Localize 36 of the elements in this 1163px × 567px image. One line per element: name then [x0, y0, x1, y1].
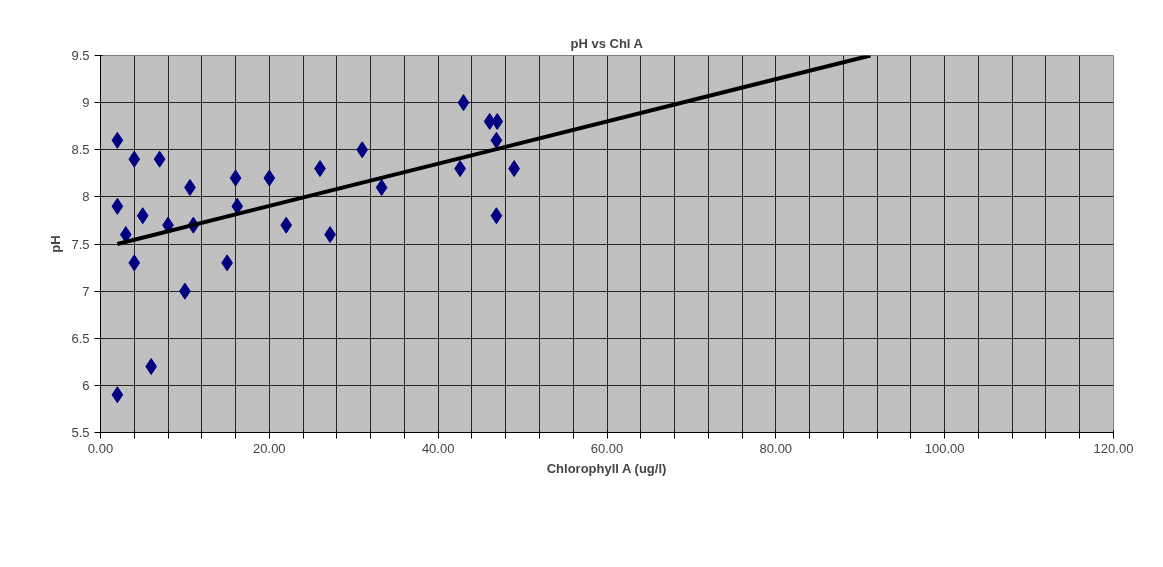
point: [111, 131, 124, 149]
point: [128, 150, 141, 168]
point: [153, 150, 166, 168]
chart-title: pH vs Chl A: [570, 35, 644, 51]
y-tick-label: 9.5: [71, 48, 90, 63]
y-tick-label: 8: [82, 189, 90, 205]
x-tick-label: 40.00: [421, 440, 455, 456]
x-axis-title: Chlorophyll A (ug/l): [546, 460, 667, 476]
x-tick-label: 80.00: [759, 440, 793, 456]
point: [490, 131, 503, 149]
point: [136, 207, 149, 225]
x-tick-label: 120.00: [1093, 440, 1134, 456]
point: [231, 197, 244, 215]
x-tick-label: 20.00: [253, 440, 286, 456]
y-tick-label: 8.5: [71, 142, 90, 158]
point: [128, 254, 141, 272]
y-tick-label: 7: [82, 283, 90, 299]
y-tick-label: 9: [82, 95, 90, 111]
point: [111, 197, 124, 215]
y-tick-label: 6: [82, 377, 90, 393]
y-tick-label: 7.5: [71, 236, 90, 252]
point: [356, 141, 369, 159]
x-tick-label: 0.00: [87, 440, 114, 456]
y-tick-label: 6.5: [71, 330, 90, 346]
x-tick-label: 100.00: [924, 440, 965, 456]
point: [490, 207, 503, 225]
x-tick-label: 60.00: [590, 440, 624, 456]
y-tick-label: 5.5: [71, 425, 90, 440]
point: [111, 386, 124, 404]
point: [229, 169, 242, 187]
y-axis-title: pH: [48, 235, 64, 253]
point: [375, 178, 388, 196]
point: [280, 216, 293, 234]
point: [457, 94, 470, 112]
point: [491, 112, 504, 130]
point: [263, 169, 276, 187]
